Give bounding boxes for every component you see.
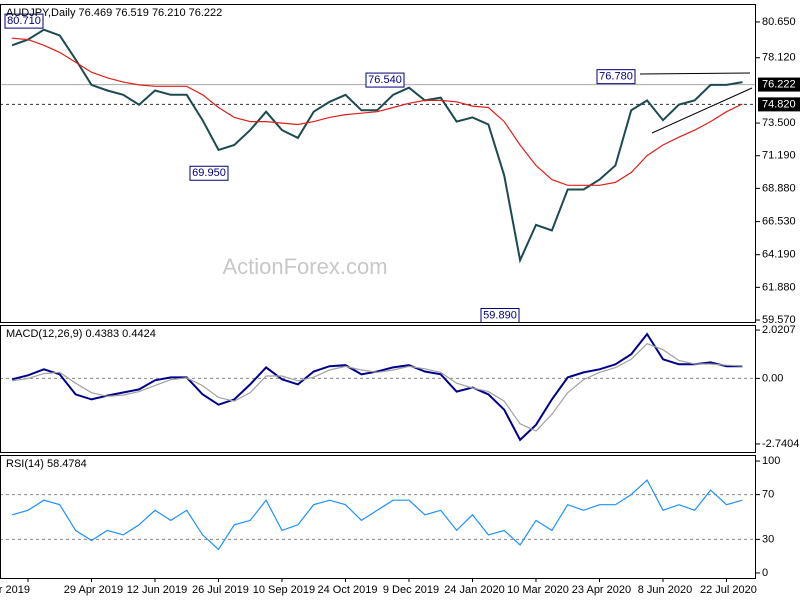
panel-frame (0, 4, 756, 323)
annotation-label: 76.540 (368, 74, 402, 86)
trendline-lower (651, 87, 753, 134)
x-tick-label: 9 Dec 2019 (383, 584, 439, 596)
trendline-upper (639, 72, 751, 75)
x-tick-label: 8 Jun 2020 (638, 584, 692, 596)
panel-frame (0, 455, 756, 579)
annotation-box (365, 72, 405, 88)
annotation: 80.710 (4, 13, 44, 29)
panel-title: RSI(14) 58.4784 (6, 458, 87, 470)
annotation-label: 69.950 (192, 167, 226, 179)
y-tick-label: 100 (762, 455, 780, 467)
annotation: 59.890 (480, 307, 520, 323)
x-tick-label: 24 Jan 2020 (444, 584, 505, 596)
level-label: 74.820 (762, 98, 796, 110)
annotation-label: 59.890 (483, 309, 517, 321)
panel-title: MACD(12,26,9) 0.4383 0.4424 (6, 328, 156, 340)
series-line (11, 479, 743, 551)
level-label-box (758, 97, 800, 112)
annotation-box (189, 165, 229, 181)
y-tick-label: 80.650 (762, 16, 796, 28)
x-tick-label: 10 Sep 2019 (253, 584, 315, 596)
y-tick-label: 78.120 (762, 52, 796, 64)
y-tick-label: 68.880 (762, 182, 796, 194)
series-line (11, 28, 743, 264)
y-tick-label: 2.0207 (762, 324, 796, 336)
annotation-box (596, 69, 636, 85)
annotation-label: 76.780 (599, 71, 633, 83)
series-line (11, 332, 743, 442)
y-tick-label: 73.500 (762, 117, 796, 129)
annotation: 76.780 (596, 69, 636, 85)
x-tick-label: 23 Apr 2020 (572, 584, 631, 596)
annotation-label: 80.710 (7, 15, 41, 27)
panel-frame (0, 325, 756, 453)
annotation-box (4, 13, 44, 29)
y-tick-label: 61.880 (762, 281, 796, 293)
panel-title: AUDJPY,Daily 76.469 76.519 76.210 76.222 (6, 7, 222, 19)
y-tick-label: 59.570 (762, 314, 796, 326)
y-tick-label: 66.530 (762, 216, 796, 228)
annotation: 76.540 (365, 72, 405, 88)
level-label-box (758, 77, 800, 92)
y-tick-label: 71.190 (762, 150, 796, 162)
y-tick-label: 70 (762, 489, 774, 501)
x-tick-label: 24 Oct 2019 (318, 584, 378, 596)
y-tick-label: 64.190 (762, 249, 796, 261)
annotation: 69.950 (189, 165, 229, 181)
series-line (12, 37, 743, 186)
level-label: 76.222 (762, 78, 796, 90)
watermark: ActionForex.com (222, 254, 387, 279)
y-tick-label: 30 (762, 533, 774, 545)
x-tick-label: 14 Mar 2019 (0, 584, 30, 596)
x-tick-label: 29 Apr 2019 (64, 584, 123, 596)
x-tick-label: 26 Jul 2019 (192, 584, 249, 596)
series-line (12, 343, 743, 432)
x-tick-label: 10 Mar 2020 (507, 584, 569, 596)
x-tick-label: 22 Jul 2020 (700, 584, 757, 596)
x-tick-label: 12 Jun 2019 (127, 584, 188, 596)
y-tick-label: 0 (762, 567, 768, 579)
y-tick-label: 0.00 (762, 372, 783, 384)
y-tick-label: -2.7404 (762, 438, 799, 450)
